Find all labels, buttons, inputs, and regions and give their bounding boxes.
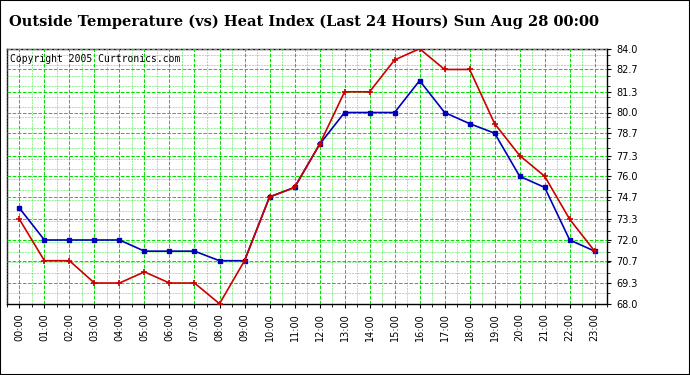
Text: Outside Temperature (vs) Heat Index (Last 24 Hours) Sun Aug 28 00:00: Outside Temperature (vs) Heat Index (Las… <box>8 15 599 29</box>
Text: Copyright 2005 Curtronics.com: Copyright 2005 Curtronics.com <box>10 54 180 64</box>
